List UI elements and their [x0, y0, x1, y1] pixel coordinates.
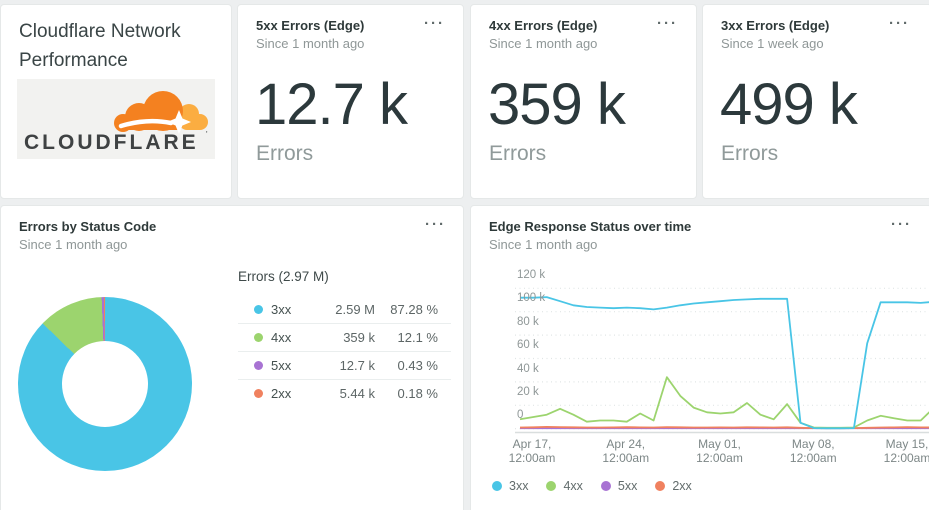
errors-table: Errors (2.97 M) 3xx 2.59 M 87.28 % 4xx 3…	[238, 269, 451, 407]
line-series-2xx	[519, 425, 929, 430]
stat-card-title: 5xx Errors (Edge)	[256, 18, 365, 33]
y-tick-label: 80 k	[517, 315, 539, 328]
dashboard-title-card: Cloudflare Network Performance CLOUDFLAR…	[0, 4, 232, 199]
table-row-2xx[interactable]: 2xx 5.44 k 0.18 %	[238, 379, 451, 407]
x-tick-label: Apr 17, 12:00am	[508, 437, 556, 465]
row-label: 2xx	[271, 386, 292, 401]
card-menu-icon[interactable]: ···	[891, 216, 912, 233]
card-menu-icon[interactable]: ···	[889, 15, 910, 32]
y-tick-label: 60 k	[517, 339, 539, 352]
legend-item-2xx[interactable]: 2xx	[655, 479, 692, 493]
legend-label: 5xx	[617, 479, 638, 493]
row-value: 5.44 k	[339, 386, 375, 401]
row-label: 4xx	[271, 330, 292, 345]
row-value: 359 k	[343, 330, 375, 345]
stat-card-subtitle: Since 1 month ago	[256, 36, 365, 51]
errors-by-status-card: Errors by Status Code Since 1 month ago …	[0, 205, 464, 510]
x-tick-label: May 15, 12:00am	[883, 437, 929, 465]
legend-dot-3xx	[492, 481, 502, 491]
y-tick-label: 100 k	[517, 292, 546, 305]
stat-card-title: 3xx Errors (Edge)	[721, 18, 830, 33]
y-tick-label: 40 k	[517, 362, 539, 375]
stat-card-4xx: 4xx Errors (Edge) Since 1 month ago ··· …	[470, 4, 697, 199]
stat-card-3xx: 3xx Errors (Edge) Since 1 week ago ··· 4…	[702, 4, 929, 199]
row-label: 5xx	[271, 358, 292, 373]
y-tick-label: 0	[517, 409, 524, 422]
y-tick-label: 120 k	[517, 269, 546, 281]
donut-hole	[62, 341, 148, 427]
svg-text:': '	[206, 130, 208, 139]
cloudflare-logo: CLOUDFLARE '	[17, 79, 215, 159]
line-series-3xx	[520, 296, 929, 430]
table-row-3xx[interactable]: 3xx 2.59 M 87.28 %	[238, 295, 451, 323]
pie-card-subtitle: Since 1 month ago	[19, 237, 128, 252]
chart-legend: 3xx 4xx 5xx 2xx	[492, 479, 692, 493]
legend-label: 2xx	[672, 479, 692, 493]
series-dot-5xx	[254, 361, 263, 370]
row-value: 12.7 k	[339, 358, 375, 373]
line-card-title: Edge Response Status over time	[489, 219, 692, 234]
x-tick-label: May 08, 12:00am	[789, 437, 837, 465]
stat-card-5xx: 5xx Errors (Edge) Since 1 month ago ··· …	[237, 4, 464, 199]
x-tick-label: Apr 24, 12:00am	[602, 437, 650, 465]
legend-item-4xx[interactable]: 4xx	[546, 479, 583, 493]
card-menu-icon[interactable]: ···	[657, 15, 678, 32]
pie-card-title: Errors by Status Code	[19, 219, 157, 234]
stat-card-subtitle: Since 1 week ago	[721, 36, 824, 51]
row-percent: 0.43 %	[397, 358, 438, 373]
table-row-5xx[interactable]: 5xx 12.7 k 0.43 %	[238, 351, 451, 379]
legend-dot-4xx	[546, 481, 557, 491]
stat-card-title: 4xx Errors (Edge)	[489, 18, 598, 33]
dashboard-title: Cloudflare Network Performance	[19, 21, 181, 71]
series-dot-3xx	[254, 304, 263, 314]
stat-unit: Errors	[721, 142, 779, 165]
errors-table-header: Errors (2.97 M)	[238, 269, 329, 284]
table-row-4xx[interactable]: 4xx 359 k 12.1 %	[238, 323, 451, 351]
row-percent: 87.28 %	[390, 301, 438, 317]
line-chart-plot[interactable]	[515, 266, 929, 436]
y-tick-label: 20 k	[517, 386, 539, 398]
stat-unit: Errors	[489, 142, 547, 165]
legend-label: 3xx	[509, 479, 529, 493]
x-tick-label: May 01, 12:00am	[696, 437, 743, 465]
stat-unit: Errors	[256, 142, 314, 165]
legend-item-5xx[interactable]: 5xx	[600, 479, 638, 493]
stat-value: 359 k	[488, 72, 626, 137]
errors-donut-chart[interactable]	[18, 297, 192, 471]
row-value: 2.59 M	[335, 301, 375, 317]
row-percent: 12.1 %	[397, 330, 438, 345]
line-card-subtitle: Since 1 month ago	[489, 237, 598, 252]
row-label: 3xx	[271, 301, 292, 317]
legend-label: 4xx	[563, 479, 583, 493]
series-dot-4xx	[254, 333, 263, 342]
row-percent: 0.18 %	[397, 386, 438, 401]
line-series-4xx	[519, 376, 929, 429]
legend-dot-2xx	[655, 481, 666, 491]
legend-item-3xx[interactable]: 3xx	[492, 479, 528, 493]
cloudflare-wordmark: CLOUDFLARE	[24, 131, 199, 154]
card-menu-icon[interactable]: ···	[425, 216, 446, 233]
edge-response-card: Edge Response Status over time Since 1 m…	[470, 205, 929, 510]
stat-card-subtitle: Since 1 month ago	[489, 36, 598, 51]
stat-value: 499 k	[720, 72, 858, 137]
legend-dot-5xx	[600, 481, 611, 491]
card-menu-icon[interactable]: ···	[424, 15, 445, 32]
cloudflare-logo-image: CLOUDFLARE '	[17, 79, 215, 159]
series-dot-2xx	[254, 389, 263, 398]
stat-value: 12.7 k	[255, 72, 408, 137]
